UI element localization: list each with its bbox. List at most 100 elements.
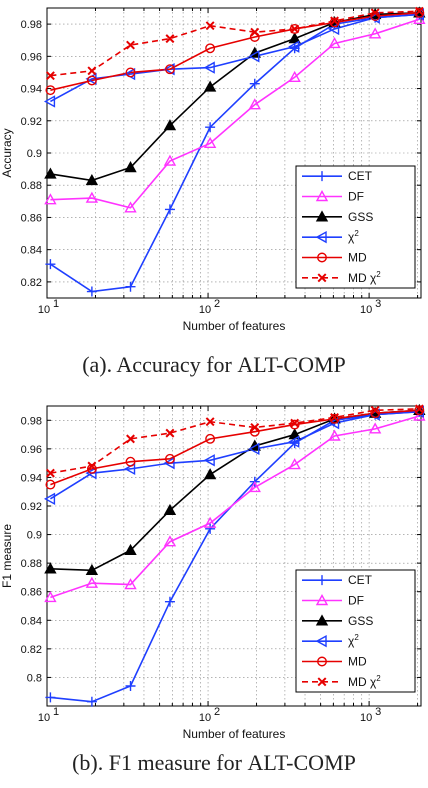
y-tick-label: 0.94 [21, 472, 42, 484]
y-tick-label: 0.9 [27, 530, 42, 542]
data-point-md-2 [45, 71, 55, 81]
series-line-md [50, 409, 420, 486]
legend-label-cet: CET [348, 169, 373, 183]
data-point-md-2 [370, 8, 380, 18]
y-tick-label: 0.92 [21, 116, 42, 128]
data-point-df [288, 70, 301, 82]
legend-marker-md-2 [317, 677, 327, 687]
y-tick-label: 0.98 [21, 19, 42, 31]
y-tick-label: 0.86 [21, 587, 42, 599]
y-tick-label: 0.88 [21, 558, 42, 570]
caption-f1-dataset: ALT-COMP [247, 750, 356, 775]
legend-marker--2 [315, 230, 327, 244]
chart-panel-f1: 0.8 0.82 0.84 0.86 0.88 0.9 0.92 0.94 0.96 0.98 10… [0, 394, 428, 788]
data-point-md-2 [87, 66, 97, 76]
legend-marker--2 [315, 634, 327, 648]
data-point-md-2 [250, 27, 260, 37]
caption-f1-prefix: (b). F1 measure for [72, 750, 248, 775]
legend-marker-df [315, 594, 329, 606]
data-point-cet [125, 281, 136, 292]
data-point--2 [43, 95, 56, 108]
data-point-md-2 [250, 422, 260, 432]
data-point-md-2 [330, 412, 339, 422]
data-point-cet [164, 204, 175, 215]
y-tick-label: 0.92 [21, 501, 42, 513]
legend: CET DF GSS χ2 MD MD χ2 [295, 569, 416, 693]
x-tick-exponent: 1 [53, 706, 59, 718]
legend-marker-gss [315, 210, 329, 222]
data-point--2 [163, 456, 175, 470]
data-point-gss [203, 468, 217, 480]
y-tick-label: 0.98 [21, 415, 42, 427]
legend-marker-cet [317, 575, 327, 586]
data-point-df [328, 429, 341, 441]
data-point-cet [45, 692, 56, 703]
legend-box [295, 569, 416, 693]
x-tick-exponent: 2 [214, 298, 220, 310]
x-tick-label: 10 [360, 304, 372, 316]
legend-label-gss: GSS [348, 614, 373, 628]
x-tick-label: 10 [199, 712, 211, 724]
series-line--2 [49, 410, 420, 500]
y-tick-label: 0.9 [27, 148, 42, 160]
data-point--2 [248, 50, 260, 63]
series-line-cet [49, 13, 420, 293]
data-point-df [124, 201, 137, 213]
f1-chart: 0.8 0.82 0.84 0.86 0.88 0.9 0.92 0.94 0.96 0.98 10… [0, 403, 426, 741]
legend-marker-md [317, 252, 327, 263]
data-point-df [288, 458, 301, 470]
legend-label-md-2: MD χ2 [348, 270, 381, 285]
data-point-md-2 [290, 24, 300, 34]
data-point-cet [45, 259, 56, 270]
data-point-md-2 [126, 40, 135, 50]
caption-accuracy-prefix: (a). Accuracy for [82, 352, 238, 377]
data-point-md [289, 23, 300, 34]
data-point-md [125, 67, 136, 78]
x-tick-exponent: 1 [53, 298, 59, 310]
x-tick-label: 10 [360, 712, 372, 724]
data-point--2 [43, 492, 56, 506]
x-tick-exponent: 3 [375, 298, 381, 310]
data-point-gss [288, 32, 301, 44]
legend: CET DF GSS χ2 MD MD χ2 [295, 165, 416, 289]
data-point-md-2 [45, 468, 55, 478]
legend-marker-df [315, 190, 329, 202]
legend-label--2: χ2 [348, 633, 359, 648]
data-point-gss [163, 119, 177, 131]
data-point-gss [163, 503, 177, 515]
series-line-md [50, 12, 420, 91]
data-point-md [45, 85, 56, 96]
legend-label-md-2: MD χ2 [348, 674, 381, 689]
y-tick-label: 0.94 [21, 84, 42, 96]
y-tick-label: 0.96 [21, 444, 42, 456]
data-point-gss [85, 173, 99, 186]
data-point--2 [248, 442, 260, 456]
data-point-df [124, 578, 137, 590]
x-tick-label: 10 [38, 304, 50, 316]
legend-label-md: MD [348, 655, 367, 669]
data-point-gss [203, 80, 217, 92]
data-point-md [125, 456, 136, 467]
series-line-gss [50, 12, 420, 182]
data-point-gss [124, 543, 137, 555]
data-point-md [205, 433, 216, 444]
y-tick-label: 0.96 [21, 51, 42, 63]
data-point-gss [44, 562, 57, 574]
data-point-cet [86, 286, 97, 297]
legend-marker-cet [317, 171, 327, 182]
x-tick-exponent: 3 [375, 706, 381, 718]
data-point-df [368, 27, 382, 39]
plot-area [49, 408, 420, 703]
legend-box [295, 165, 416, 289]
chart-panel-accuracy: 0.82 0.84 0.86 0.88 0.9 0.92 0.94 0.96 0.98 10 1 10… [0, 6, 426, 377]
legend-marker-md-2 [317, 273, 327, 283]
data-point-df [203, 516, 217, 528]
plot-frame [46, 405, 422, 707]
data-point-md-2 [330, 16, 339, 26]
legend-label-df: DF [348, 594, 364, 608]
caption-accuracy-dataset: ALT-COMP [237, 352, 346, 377]
data-point-md-2 [87, 461, 97, 471]
data-point-df [328, 37, 341, 49]
data-point-md [329, 413, 340, 424]
